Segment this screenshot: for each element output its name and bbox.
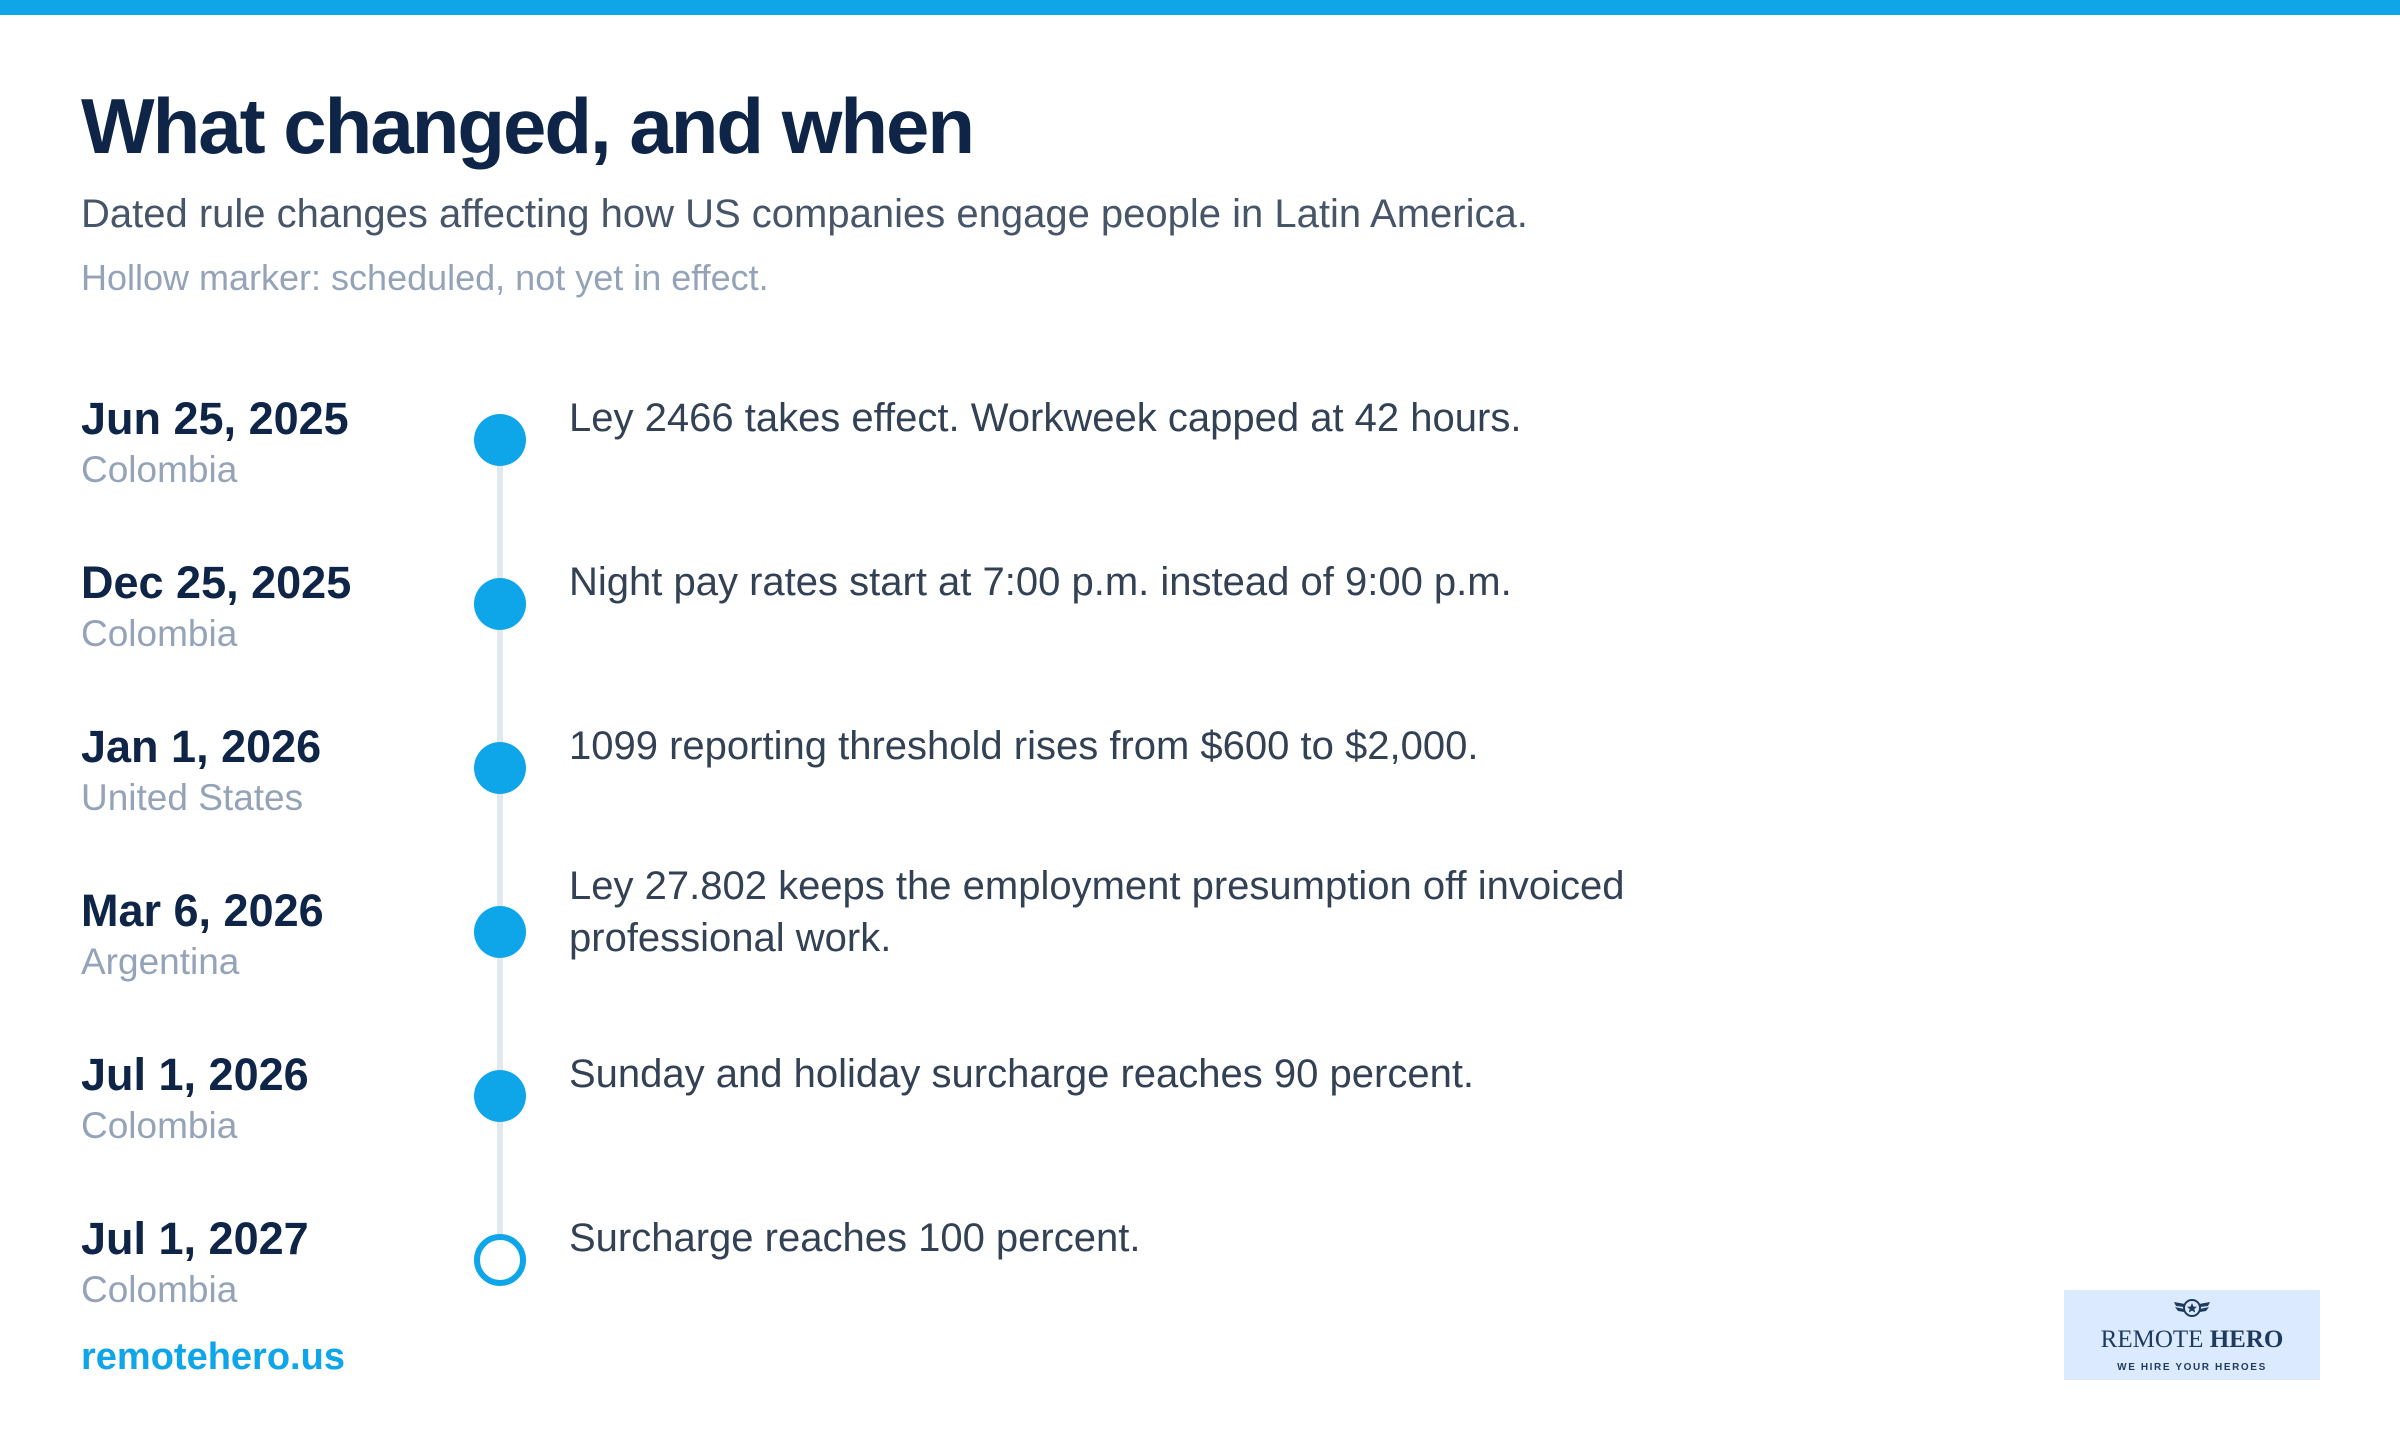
filled-marker-icon: [474, 578, 526, 630]
event-description: Ley 2466 takes effect. Workweek capped a…: [569, 396, 1522, 440]
event-date: Dec 25, 2025: [81, 557, 352, 608]
event-country: United States: [81, 777, 304, 818]
timeline-event: Jul 1, 2026 Colombia Sunday and holiday …: [0, 1048, 2400, 1208]
event-country: Colombia: [81, 449, 238, 490]
event-country: Colombia: [81, 613, 238, 654]
timeline-event: Jul 1, 2027 Colombia Surcharge reaches 1…: [0, 1212, 2400, 1372]
hollow-marker-icon: [474, 1234, 526, 1286]
event-description: Surcharge reaches 100 percent.: [569, 1216, 1141, 1260]
event-date: Jul 1, 2027: [81, 1213, 309, 1264]
legend-note: Hollow marker: scheduled, not yet in eff…: [81, 257, 769, 298]
timeline-spine: [497, 444, 503, 1264]
page-title: What changed, and when: [81, 82, 975, 170]
event-country: Colombia: [81, 1105, 238, 1146]
top-accent-bar: [0, 0, 2400, 15]
filled-marker-icon: [474, 1070, 526, 1122]
filled-marker-icon: [474, 414, 526, 466]
timeline-event: Jan 1, 2026 United States 1099 reporting…: [0, 720, 2400, 880]
logo-wordmark: REMOTE HERO: [2100, 1326, 2284, 1353]
timeline-event: Mar 6, 2026 Argentina Ley 27.802 keeps t…: [0, 864, 2400, 1044]
timeline-event: Dec 25, 2025 Colombia Night pay rates st…: [0, 556, 2400, 716]
event-description: Sunday and holiday surcharge reaches 90 …: [569, 1052, 1475, 1096]
brand-logo: REMOTE HERO WE HIRE YOUR HEROES: [2064, 1290, 2320, 1380]
filled-marker-icon: [474, 742, 526, 794]
event-description: Ley 27.802 keeps the employment presumpt…: [569, 864, 1625, 960]
site-link[interactable]: remotehero.us: [81, 1336, 345, 1378]
timeline-event: Jun 25, 2025 Colombia Ley 2466 takes eff…: [0, 392, 2400, 552]
event-country: Colombia: [81, 1269, 238, 1310]
page-subtitle: Dated rule changes affecting how US comp…: [81, 192, 1528, 236]
event-date: Mar 6, 2026: [81, 885, 324, 936]
event-date: Jan 1, 2026: [81, 721, 322, 772]
event-country: Argentina: [81, 941, 240, 982]
logo-tagline: WE HIRE YOUR HEROES: [2117, 1362, 2267, 1373]
event-date: Jun 25, 2025: [81, 393, 349, 444]
winged-star-icon: [2174, 1299, 2210, 1317]
filled-marker-icon: [474, 906, 526, 958]
event-description: Night pay rates start at 7:00 p.m. inste…: [569, 560, 1512, 604]
event-description: 1099 reporting threshold rises from $600…: [569, 724, 1479, 768]
event-date: Jul 1, 2026: [81, 1049, 309, 1100]
